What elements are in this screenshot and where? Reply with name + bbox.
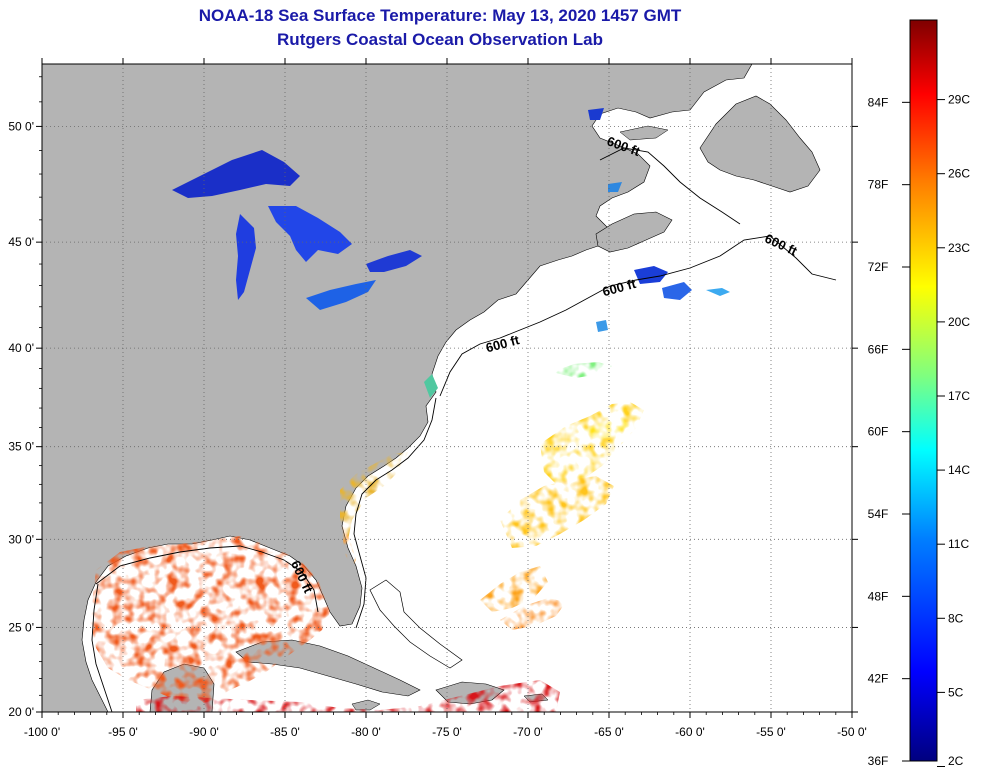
lat-tick-label: 35 0' (8, 440, 34, 454)
land-north-america (42, 64, 753, 712)
graticule-grid (42, 64, 852, 712)
map-title: NOAA-18 Sea Surface Temperature: May 13,… (198, 6, 682, 25)
colorbar-label-f: 66F (868, 342, 889, 356)
lat-tick-label: 50 0' (8, 119, 34, 133)
lon-tick-label: -55 0' (756, 725, 786, 739)
lat-tick-label: 25 0' (8, 620, 34, 634)
colorbar-label-c: 29C (948, 93, 970, 107)
lat-tick-label: 40 0' (8, 341, 34, 355)
colorbar-labels: 84F 78F 72F 66F 60F 54F 48F 42F 36F 29C 26C 23C 20C 1… (868, 93, 971, 768)
colorbar-label-f: 60F (868, 425, 889, 439)
colorbar-label-f: 48F (868, 589, 889, 603)
colorbar-label-c: 11C (948, 537, 969, 551)
lat-tick-label: 45 0' (8, 235, 34, 249)
colorbar-label-f: 72F (868, 260, 889, 274)
colorbar-label-f: 84F (868, 95, 889, 109)
colorbar-label-c: 17C (948, 389, 970, 403)
atlantic-sst (480, 362, 644, 630)
latitude-axis: 50 0' 45 0' 40 0' 35 0' 30 0' 25 0' 20 0' (8, 76, 858, 719)
colorbar-label-c: 14C (948, 463, 970, 477)
lat-tick-label: 20 0' (8, 705, 34, 719)
lon-tick-label: -95 0' (108, 725, 138, 739)
colorbar-label-f: 54F (868, 507, 889, 521)
bahamas-bank (369, 579, 463, 669)
caribbean-sst (136, 680, 560, 712)
coastal-sst (340, 452, 408, 568)
longitude-axis: -100 0' -95 0' -90 0' -85 0' -80 0' -75 0' -70… (24, 58, 867, 739)
lon-tick-label: -65 0' (594, 725, 624, 739)
lon-tick-label: -100 0' (24, 725, 60, 739)
map-subtitle: Rutgers Coastal Ocean Observation Lab (277, 30, 603, 49)
land-anticosti (619, 125, 669, 141)
colorbar-label-c: 20C (948, 315, 970, 329)
temperature-colorbar (909, 19, 938, 762)
northeast-cold-patches (424, 108, 730, 398)
lon-tick-label: -85 0' (270, 725, 300, 739)
lon-tick-label: -70 0' (513, 725, 543, 739)
colorbar-label-f: 78F (868, 178, 889, 192)
gulf-sst (90, 536, 330, 704)
colorbar-label-c: 5C (948, 685, 964, 699)
colorbar-label-f: 42F (868, 672, 889, 686)
lon-tick-label: -75 0' (432, 725, 462, 739)
land-newfoundland (699, 95, 821, 193)
colorbar-label-f: 36F (868, 754, 889, 768)
lon-tick-label: -50 0' (837, 725, 867, 739)
isobath-600ft (91, 147, 837, 712)
colorbar-label-c: 8C (948, 611, 964, 625)
lat-tick-label: 30 0' (8, 532, 34, 546)
colorbar-label-c: 2C (948, 754, 964, 768)
great-lakes (172, 150, 422, 310)
lon-tick-label: -90 0' (189, 725, 219, 739)
lon-tick-label: -80 0' (351, 725, 381, 739)
colorbar-label-c: 23C (948, 241, 970, 255)
lon-tick-label: -60 0' (675, 725, 705, 739)
colorbar-label-c: 26C (948, 167, 970, 181)
